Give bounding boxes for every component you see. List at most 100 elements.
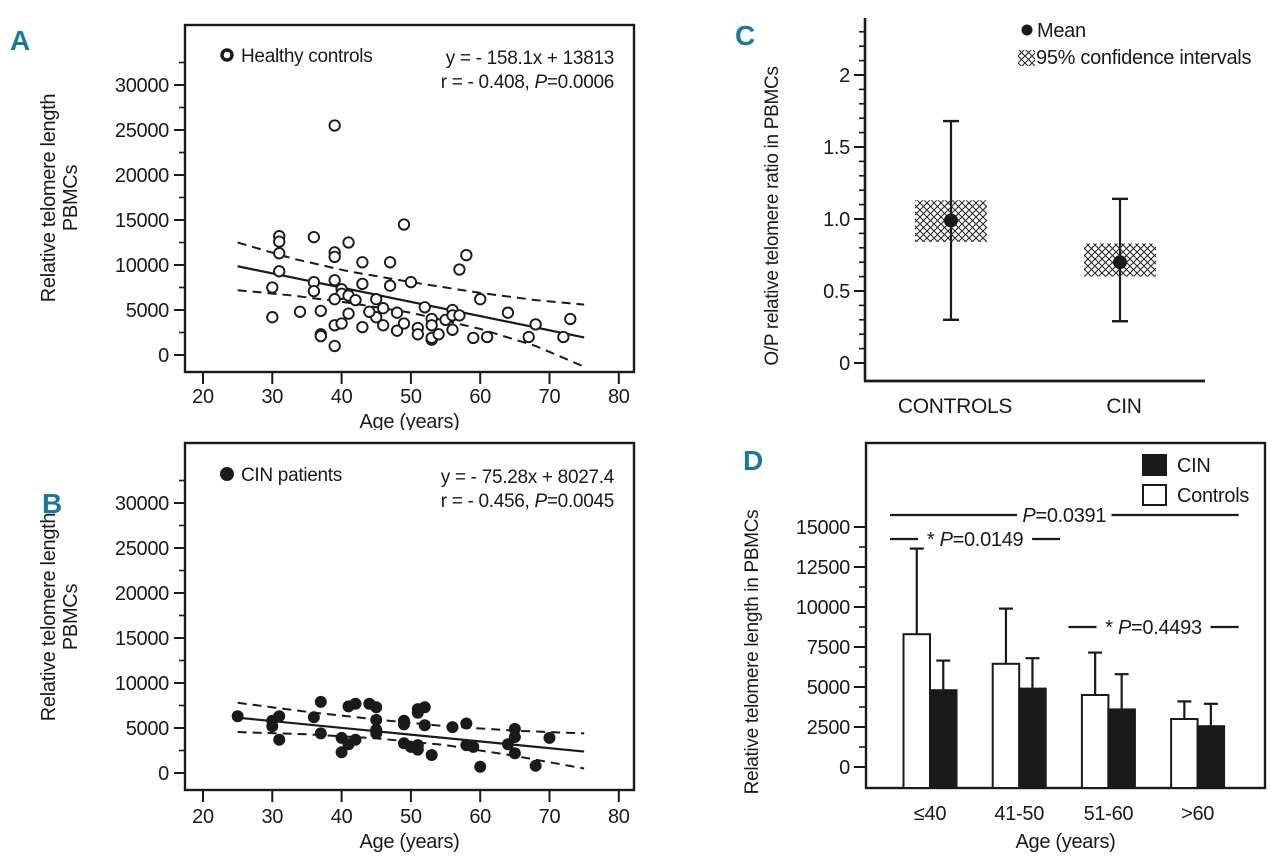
data-point: [446, 721, 459, 734]
legend-ci-label: 95% confidence intervals: [1036, 47, 1251, 69]
bar-group-2: [991, 607, 1047, 790]
data-point: [460, 248, 473, 262]
x-tick-label: 60: [469, 806, 491, 828]
data-point: [529, 759, 542, 772]
data-point: [307, 230, 321, 244]
data-point: [425, 319, 438, 332]
data-point: [446, 323, 459, 336]
controls-bar: [991, 662, 1021, 789]
data-point: [418, 719, 431, 732]
data-point: [370, 701, 383, 714]
data-point: [377, 302, 390, 315]
y-tick-label: 2: [839, 65, 850, 87]
cin-bar: [1196, 725, 1226, 790]
controls-bar: [902, 633, 931, 789]
y-tick-label: 0: [158, 345, 169, 367]
data-point: [273, 247, 286, 260]
plot-frame: [864, 441, 1267, 790]
data-point: [543, 731, 556, 744]
data-point: [356, 277, 369, 291]
correlation-stats: r = - 0.456, P=0.0045: [441, 491, 614, 512]
y-axis-ticks: 0 0.5 1.0 1.5 2: [823, 30, 865, 375]
data-point: [397, 317, 411, 330]
data-point: [328, 339, 341, 353]
data-point: [453, 309, 466, 322]
data-point: [508, 731, 521, 743]
category-label: CIN: [1106, 395, 1141, 418]
data-point: [273, 235, 286, 248]
controls-bar: [1170, 718, 1199, 789]
data-point: [522, 330, 535, 344]
panel-a: A 0 5000 10000 15000 20000 25000 30000 20 30 40 50…: [0, 0, 640, 430]
y-axis-ticks: 0 5000 10000 15000 20000 25000 30000: [115, 479, 185, 785]
panel-b: B 0 5000 10000 15000 20000 25000 30000 20 30 40 50…: [0, 430, 640, 862]
regression-line: [237, 265, 585, 339]
data-point: [432, 328, 445, 341]
data-point: [363, 305, 376, 318]
category-label: >60: [1181, 803, 1214, 825]
y-tick-label: 0.5: [823, 281, 850, 303]
y-axis-label: Relative telomere length in PBMCs: [742, 510, 763, 795]
data-point: [349, 697, 362, 710]
y-axis-label-line1: Relative telomere length: [38, 94, 60, 302]
panel-c-mean-ci-chart: 0 0.5 1.0 1.5 2 CONTROLS CIN Mean 95% confidence…: [762, 18, 1252, 418]
scatter-points: [231, 695, 556, 773]
x-tick-label: 20: [192, 386, 214, 408]
data-point: [273, 265, 286, 278]
ci-group-controls: [915, 119, 987, 321]
panel-b-letter: B: [42, 488, 63, 519]
y-tick-label: 10000: [115, 673, 169, 695]
significance-annotation: P=0.0391: [890, 505, 1239, 527]
category-label: CONTROLS: [898, 395, 1013, 418]
legend-open-circle-icon: [220, 48, 234, 62]
significance-annotation: * P=0.4493: [1068, 617, 1239, 639]
y-tick-label: 30000: [115, 75, 169, 97]
data-point: [418, 301, 431, 314]
controls-bar: [1080, 694, 1110, 789]
data-point: [328, 274, 341, 287]
x-tick-label: 80: [608, 386, 630, 408]
cin-bar: [1107, 708, 1136, 789]
significance-label: * P=0.0149: [927, 529, 1024, 551]
data-point: [411, 739, 424, 752]
category-label: 51-60: [1084, 803, 1134, 825]
plot-frame: [183, 23, 636, 374]
y-axis-label: O/P relative telomere ratio in PBMCs: [762, 66, 783, 365]
significance-label: P=0.0391: [1022, 505, 1106, 527]
x-axis-ticks: 20 30 40 50 60 70 80: [192, 790, 630, 828]
data-point: [453, 263, 466, 276]
category-label: 41-50: [994, 803, 1044, 825]
data-point: [349, 733, 362, 746]
confidence-band-upper: [237, 701, 585, 735]
x-tick-label: 70: [539, 806, 561, 828]
data-point: [418, 701, 431, 714]
data-point: [501, 738, 514, 751]
y-tick-label: 1.5: [823, 137, 850, 159]
data-point: [314, 695, 327, 708]
x-tick-label: 50: [400, 386, 422, 408]
data-point: [328, 119, 341, 132]
data-point: [314, 329, 327, 343]
mean-dot: [1113, 255, 1127, 270]
significance-label: * P=0.4493: [1105, 617, 1202, 639]
data-point: [460, 717, 473, 730]
x-tick-label: 30: [261, 386, 283, 408]
bar-legend: CIN Controls: [1142, 454, 1250, 507]
data-point: [342, 236, 355, 249]
data-point: [231, 710, 244, 723]
y-tick-label: 7500: [807, 637, 850, 659]
panel-d-bar-chart: 0 2500 5000 7500 10000 12500 15000 ≤40 41-50 51-6…: [742, 441, 1267, 853]
y-tick-label: 12500: [796, 557, 850, 579]
data-point: [383, 279, 397, 292]
confidence-band-lower: [237, 289, 585, 368]
cin-bar: [1018, 687, 1047, 790]
y-tick-label: 0: [839, 757, 850, 779]
y-tick-label: 5000: [126, 300, 169, 322]
legend-controls-label: Controls: [1177, 485, 1249, 507]
data-point: [356, 256, 369, 269]
data-point: [390, 324, 404, 337]
legend-label: CIN patients: [241, 465, 342, 486]
mean-dot: [944, 213, 958, 228]
y-tick-label: 0: [839, 353, 850, 375]
panel-d: D 0 2500 5000 7500 10000 12500 15000 ≤40 41-50 51…: [640, 430, 1280, 862]
